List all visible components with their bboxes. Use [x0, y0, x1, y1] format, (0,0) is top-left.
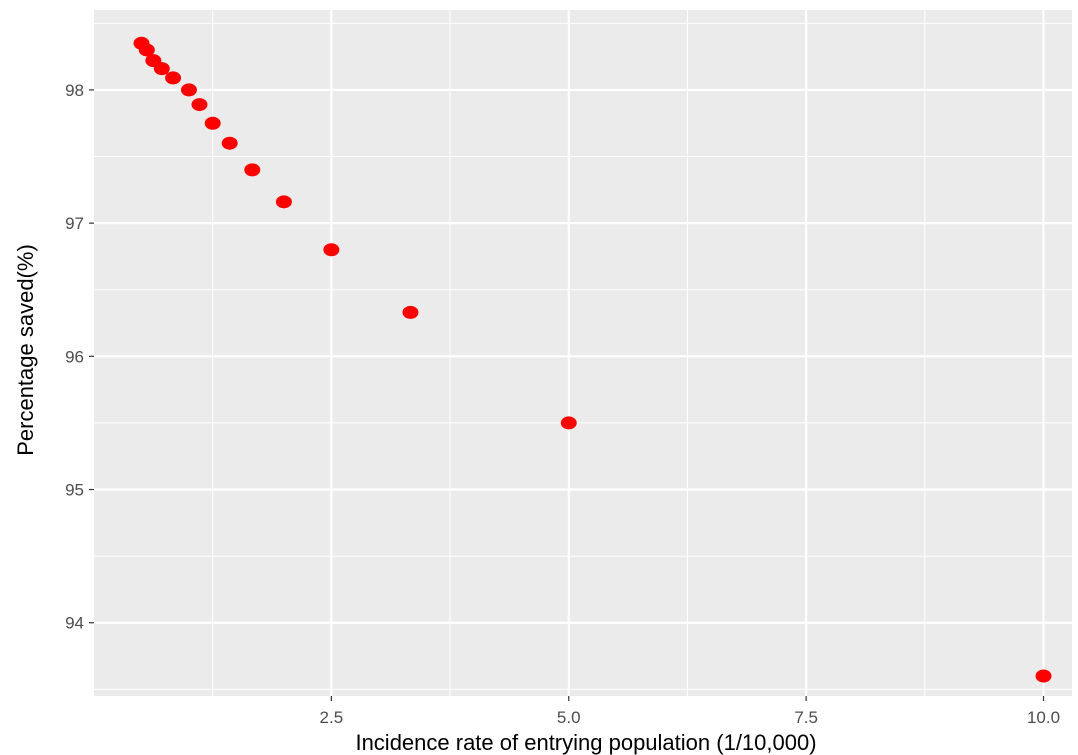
- x-tick-label: 2.5: [320, 708, 344, 727]
- y-tick-label: 94: [65, 614, 84, 633]
- x-axis-ticks: 2.5 5.0 7.5 10.0: [320, 696, 1060, 727]
- scatter-point: [560, 416, 577, 430]
- scatter-point: [244, 163, 261, 177]
- x-tick-label: 5.0: [557, 708, 581, 727]
- scatter-point: [180, 83, 197, 97]
- scatter-point: [323, 243, 340, 257]
- data-points: [133, 36, 1052, 683]
- scatter-point: [1035, 669, 1052, 683]
- scatter-point: [221, 136, 238, 150]
- y-axis-title: Percentage saved(%): [13, 244, 38, 456]
- scatter-point: [204, 116, 221, 130]
- scatter-point: [402, 305, 419, 319]
- scatter-point: [165, 71, 182, 85]
- minor-gridlines: [94, 10, 1072, 696]
- scatter-point: [275, 195, 292, 209]
- scatter-point: [191, 98, 208, 112]
- y-tick-label: 96: [65, 347, 84, 366]
- y-tick-label: 97: [65, 214, 84, 233]
- major-gridlines: [94, 10, 1072, 696]
- x-axis-title: Incidence rate of entrying population (1…: [355, 730, 816, 755]
- x-tick-label: 7.5: [794, 708, 818, 727]
- scatter-point: [138, 43, 155, 57]
- y-tick-label: 95: [65, 481, 84, 500]
- y-axis-ticks: 94 95 96 97 98: [65, 81, 94, 633]
- scatter-point: [153, 62, 170, 76]
- plot-panel: [94, 10, 1072, 696]
- y-tick-label: 98: [65, 81, 84, 100]
- x-tick-label: 10.0: [1027, 708, 1060, 727]
